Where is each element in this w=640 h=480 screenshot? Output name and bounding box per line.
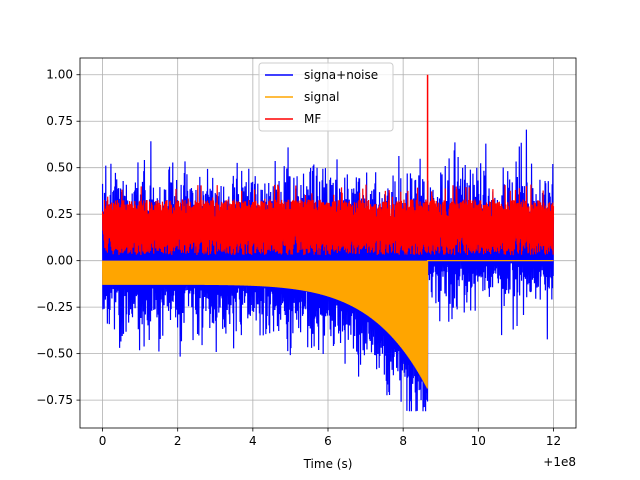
y-tick-label: 1.00 (46, 68, 73, 82)
x-tick-label: 8 (399, 434, 407, 448)
y-tick-label: 0.75 (46, 114, 73, 128)
legend-label-signal: signal (304, 90, 340, 104)
x-tick-label: 2 (174, 434, 182, 448)
series-line-signal (101, 260, 554, 389)
y-tick-label: −0.50 (36, 347, 73, 361)
x-tick-label: 12 (546, 434, 561, 448)
x-tick-label: 4 (249, 434, 257, 448)
y-tick-label: 0.50 (46, 161, 73, 175)
y-tick-label: 0.25 (46, 207, 73, 221)
x-axis-label: Time (s) (303, 457, 353, 471)
x-offset-label: +1e8 (543, 455, 576, 469)
legend-box (258, 62, 394, 132)
legend-label-mf: MF (304, 112, 321, 126)
axis-ticks: 0 2 4 6 8 10 12 −0.75 −0.50 −0.25 0.00 0.25 0.50 0.75… (36, 68, 561, 448)
legend-label-signal-noise: signa+noise (304, 68, 378, 82)
y-tick-label: −0.25 (36, 300, 73, 314)
y-tick-label: 0.00 (46, 254, 73, 268)
x-tick-label: 10 (471, 434, 486, 448)
series-layer (101, 74, 555, 412)
y-tick-label: −0.75 (36, 393, 73, 407)
series-line-mf (101, 184, 555, 256)
legend: signa+noise signal MF (258, 62, 394, 132)
x-tick-label: 6 (324, 434, 332, 448)
x-tick-label: 0 (99, 434, 107, 448)
